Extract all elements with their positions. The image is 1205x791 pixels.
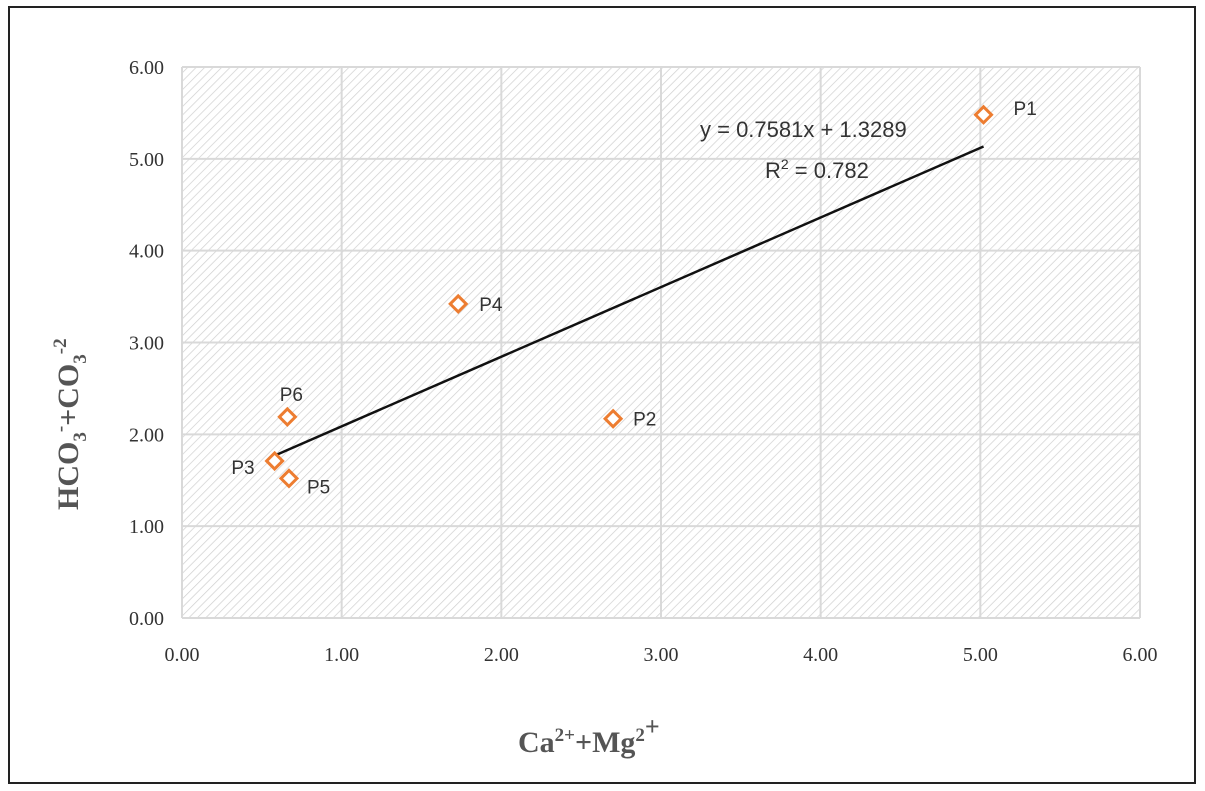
data-point-p4	[448, 293, 469, 315]
trendline	[274, 145, 985, 457]
data-points	[264, 104, 994, 489]
point-label-p1: P1	[1014, 99, 1037, 120]
gridlines	[181, 66, 1141, 619]
x-title-ca-sup: 2+	[555, 725, 575, 746]
point-label-p6: P6	[280, 385, 303, 406]
y-tick-label: 2.00	[129, 424, 164, 446]
x-axis-title: Ca2++Mg2+	[518, 712, 660, 759]
y-title-co: +CO	[52, 364, 85, 426]
x-tick-label: 5.00	[963, 644, 998, 666]
y-tick-label: 3.00	[129, 333, 164, 355]
point-label-p3: P3	[231, 458, 254, 479]
y-title-sub3a: 3	[70, 432, 91, 442]
r2-value: = 0.782	[789, 158, 869, 183]
y-axis-title: HCO3-+CO3-2	[50, 338, 91, 510]
point-label-p4: P4	[479, 295, 503, 316]
y-tick-label: 6.00	[129, 57, 164, 79]
y-tick-label: 5.00	[129, 149, 164, 171]
x-title-mg: +Mg	[575, 726, 635, 759]
data-point-p5	[278, 468, 300, 489]
x-tick-label: 0.00	[165, 644, 200, 666]
point-label-p2: P2	[633, 410, 656, 431]
y-title-minus-sup: -	[50, 426, 71, 432]
x-tick-label: 3.00	[644, 644, 679, 666]
y-tick-label: 4.00	[129, 241, 164, 263]
x-tick-label: 1.00	[324, 644, 359, 666]
data-point-p6	[277, 406, 298, 428]
trendline-r-squared: R2 = 0.782	[765, 156, 869, 183]
data-point-p2	[602, 408, 624, 429]
trendline-equation: y = 0.7581x + 1.3289	[700, 117, 907, 142]
y-title-hco: HCO	[52, 442, 85, 510]
data-point-p1	[973, 104, 994, 125]
y-title-sub3b: 3	[70, 354, 91, 364]
x-tick-labels: 0.00 1.00 2.00 3.00 4.00 5.00 6.00	[165, 644, 1158, 666]
y-title-minus2-sup: -2	[50, 338, 71, 354]
point-label-p5: P5	[307, 477, 330, 498]
x-tick-label: 2.00	[484, 644, 519, 666]
point-labels: P1 P2 P3 P4 P5 P6	[231, 99, 1036, 499]
y-tick-labels: 0.00 1.00 2.00 3.00 4.00 5.00 6.00	[129, 57, 164, 630]
r2-sup: 2	[781, 156, 789, 172]
x-title-ca: Ca	[518, 726, 555, 759]
data-point-p3	[264, 450, 285, 472]
x-title-mg-sup: 2	[635, 725, 645, 746]
trendline-group	[274, 145, 985, 457]
r2-prefix: R	[765, 158, 781, 183]
x-tick-label: 6.00	[1123, 644, 1158, 666]
y-tick-label: 1.00	[129, 516, 164, 538]
y-tick-label: 0.00	[129, 608, 164, 630]
x-tick-label: 4.00	[803, 644, 838, 666]
x-title-plus-sup: +	[645, 712, 660, 741]
